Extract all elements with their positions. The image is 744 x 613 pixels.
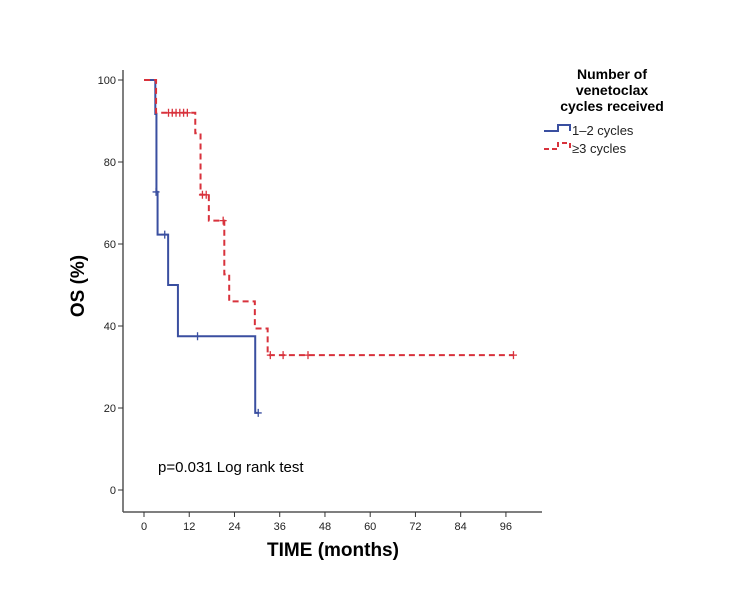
y-axis-title: OS (%) [68,255,89,317]
censor-mark [194,332,202,341]
y-tick-label: 100 [98,75,116,87]
censor-mark [254,408,262,417]
y-tick-label: 0 [110,485,116,497]
legend-title-line-3: cycles received [560,98,664,114]
censor-mark [219,216,227,225]
x-tick-label: 24 [228,521,240,533]
y-tick-label: 40 [104,321,116,333]
x-tick-label: 60 [364,521,376,533]
censor-mark [161,230,169,239]
x-tick-label: 48 [319,521,331,533]
legend-title-line-1: Number of [577,66,647,82]
p-value-annotation: p=0.031 Log rank test [158,459,304,476]
x-tick-label: 72 [409,521,421,533]
legend-title-line-2: venetoclax [576,82,649,98]
censor-mark [183,108,191,117]
legend: Number of venetoclax cycles received 1–2… [544,66,664,156]
legend-label-1-2-cycles: 1–2 cycles [572,123,634,138]
x-tick-label: 36 [274,521,286,533]
x-tick-label: 96 [500,521,512,533]
x-axis-title: TIME (months) [267,540,399,561]
censor-mark [266,351,274,360]
y-tick-label: 60 [104,239,116,251]
censor-mark [152,187,160,196]
series-group [144,79,517,417]
y-tick-label: 80 [104,157,116,169]
y-tick-label: 20 [104,403,116,415]
legend-swatch-3plus-cycles [544,142,571,150]
censor-mark [509,351,517,360]
x-tick-label: 12 [183,521,195,533]
km-curve-3plus-cycles [144,79,514,357]
km-curve-1-2-cycles [144,79,259,414]
censor-mark [279,351,287,360]
censor-mark [202,190,210,199]
legend-label-3plus-cycles: ≥3 cycles [572,141,627,156]
x-tick-label: 84 [455,521,467,533]
censor-mark [304,351,312,360]
x-tick-label: 0 [141,521,147,533]
axes: 0 20 40 60 80 100 0 12 24 36 48 60 72 84 96 [98,70,542,533]
legend-swatch-1-2-cycles [544,124,571,132]
